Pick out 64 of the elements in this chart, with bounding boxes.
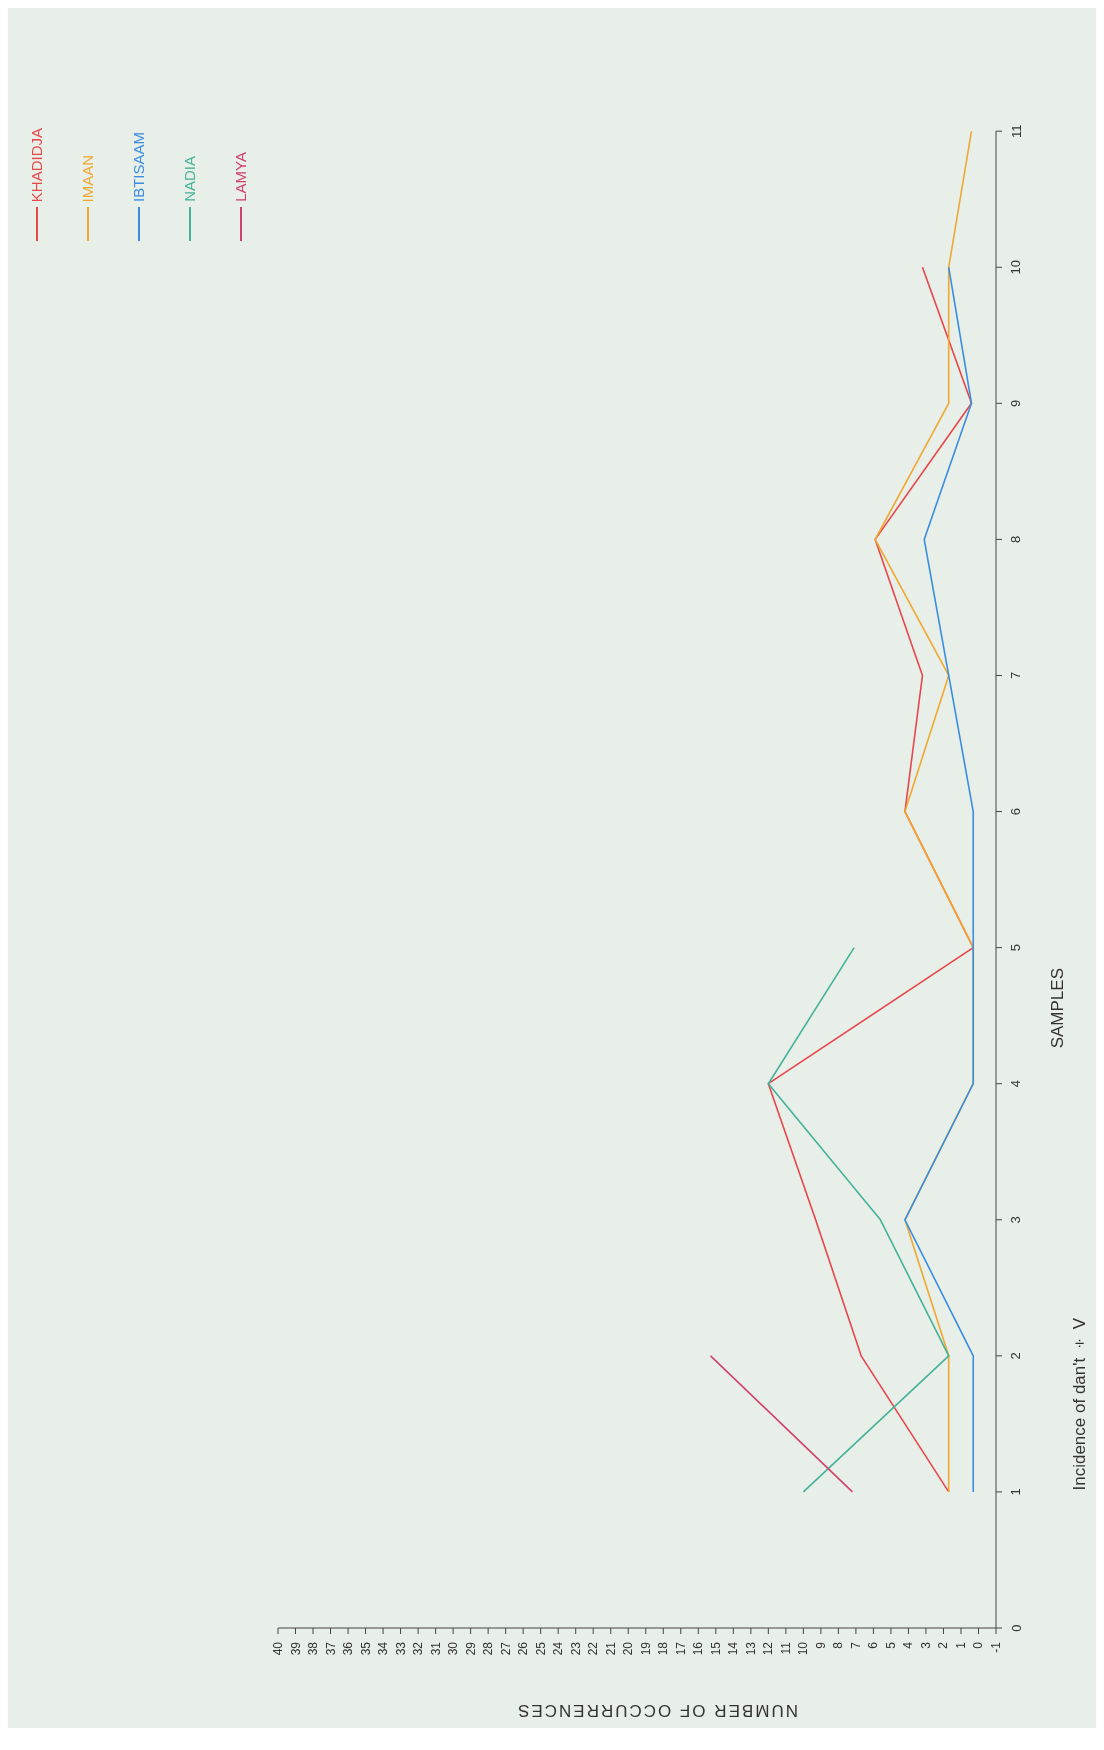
text: KHADIDJA: [28, 128, 45, 203]
y-tick-label: 10: [1008, 260, 1024, 275]
x-tick-label: 7: [848, 1641, 863, 1649]
line-series: [767, 946, 950, 1493]
x-tick-label: 14: [726, 1641, 741, 1656]
x-tick-label: 37: [323, 1641, 338, 1656]
x-tick-label: 34: [376, 1641, 391, 1656]
x-tick-label: 25: [533, 1641, 548, 1656]
x-tick-label: 13: [743, 1641, 758, 1656]
x-tick-label: 24: [551, 1641, 566, 1656]
x-tick-label: 19: [638, 1641, 653, 1656]
x-tick-label: 21: [603, 1641, 618, 1656]
x-tick-label: 40: [271, 1641, 285, 1656]
x-tick-label: 15: [708, 1641, 723, 1656]
x-tick-label: 26: [516, 1641, 531, 1656]
x-tick-label: 38: [306, 1641, 321, 1656]
y-axis-title: SAMPLES: [1048, 968, 1068, 1049]
x-tick-label: 12: [761, 1641, 776, 1656]
x-tick-label: 8: [831, 1641, 846, 1649]
x-tick-label: 0: [971, 1641, 986, 1649]
y-tick-label: 8: [1008, 535, 1024, 544]
x-tick-label: 30: [446, 1641, 461, 1656]
x-tick-label: 3: [918, 1641, 933, 1649]
x-tick-label: 18: [656, 1641, 671, 1656]
y-tick-label: 11: [1008, 124, 1024, 138]
x-tick-label: 39: [288, 1641, 303, 1656]
x-tick-label: 31: [428, 1641, 443, 1656]
x-tick-label: 9: [813, 1641, 828, 1649]
y-tick-label: 0: [1008, 1624, 1024, 1632]
x-tick-label: 23: [568, 1641, 583, 1656]
text: Incidence of dan't ÷ V: [1070, 1318, 1090, 1491]
text: IBTISAAM: [130, 132, 147, 203]
y-tick-label: 3: [1008, 1216, 1024, 1224]
x-tick-label: 6: [866, 1641, 881, 1649]
x-tick-label: 5: [883, 1641, 898, 1649]
x-tick-label: 27: [498, 1641, 513, 1656]
text: LAMYA: [232, 152, 249, 203]
y-tick-label: 1: [1008, 1488, 1024, 1496]
x-tick-label: 16: [691, 1641, 706, 1656]
x-tick-label: 10: [796, 1641, 811, 1656]
y-tick-label: 6: [1008, 807, 1024, 816]
x-tick-label: 33: [393, 1641, 408, 1656]
x-tick-label: 35: [358, 1641, 373, 1656]
y-tick-label: 9: [1008, 399, 1024, 407]
x-tick-label: 22: [586, 1641, 601, 1656]
y-tick-label: 5: [1008, 944, 1024, 952]
y-tick-label: 7: [1008, 671, 1024, 680]
x-tick-label: 28: [481, 1641, 496, 1656]
text: NADIA: [181, 156, 198, 203]
x-tick-label: 1: [953, 1641, 968, 1649]
text: IMAAN: [79, 154, 96, 203]
x-tick-label: 29: [463, 1641, 478, 1656]
x-tick-label: -1: [989, 1641, 1003, 1653]
x-tick-label: 11: [778, 1641, 793, 1655]
x-tick-label: 2: [936, 1641, 951, 1649]
x-tick-label: 17: [673, 1641, 688, 1656]
y-tick-label: 4: [1008, 1080, 1024, 1088]
x-tick-label: 4: [901, 1641, 916, 1649]
x-axis-title: NUMBER OF OCCURRENCES: [515, 1700, 799, 1720]
x-tick-label: 20: [621, 1641, 636, 1656]
x-tick-label: 32: [411, 1641, 426, 1656]
y-tick-label: 2: [1008, 1352, 1024, 1360]
x-tick-label: 36: [341, 1641, 356, 1656]
line-series: [904, 266, 975, 1493]
